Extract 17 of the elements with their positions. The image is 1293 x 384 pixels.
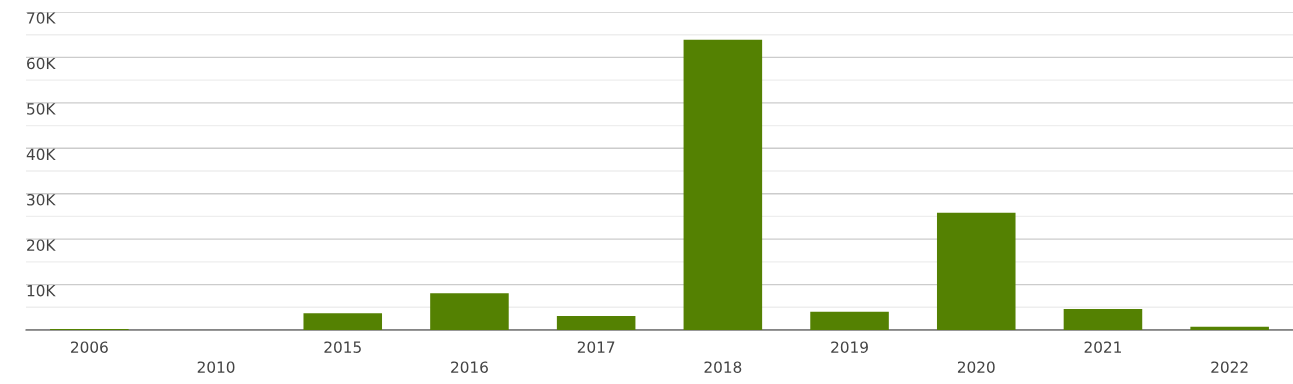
x-tick-label: 2019 (831, 341, 868, 353)
x-tick-label: 2017 (577, 341, 615, 353)
y-tick-label: 40K (26, 148, 56, 161)
x-tick-label: 2015 (324, 341, 361, 353)
x-tick-label: 2021 (1084, 341, 1121, 353)
x-tick-label: 2020 (957, 361, 995, 373)
y-tick-label: 10K (27, 284, 56, 297)
y-tick-label: 60K (27, 57, 56, 70)
x-tick-label: 2006 (71, 341, 108, 353)
x-tick-label: 2016 (451, 361, 488, 373)
x-tick-label: 2022 (1211, 361, 1248, 373)
x-tick-label: 2018 (704, 361, 742, 373)
y-tick-label: 70K (27, 12, 56, 24)
x-tick-label: 2010 (197, 361, 235, 373)
y-tick-label: 20K (27, 239, 56, 251)
y-tick-label: 50K (27, 103, 56, 115)
y-tick-label: 30K (27, 193, 56, 206)
